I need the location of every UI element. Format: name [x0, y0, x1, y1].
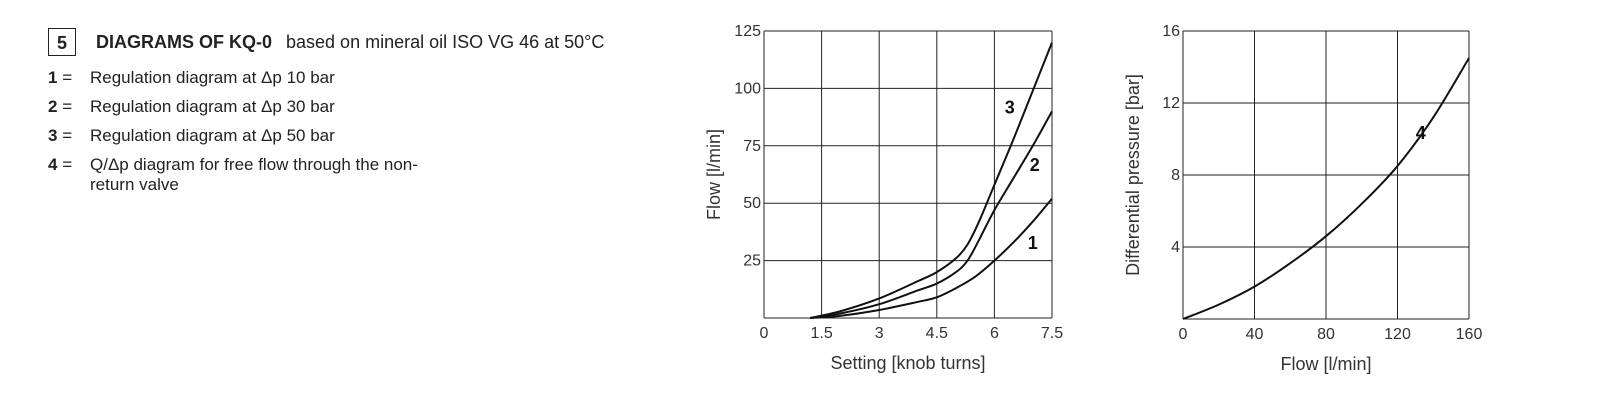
x-tick-label: 40 — [1246, 326, 1264, 343]
legend-key: 3 = — [48, 126, 73, 145]
x-tick-label: 6 — [990, 325, 999, 342]
legend-item: 3 = Regulation diagram at Δp 50 bar — [48, 126, 460, 155]
x-tick-label: 4.5 — [926, 325, 948, 342]
legend-text: Q/Δp diagram for free flow through the n… — [90, 155, 418, 194]
x-tick-label: 80 — [1317, 326, 1335, 343]
legend-text: Regulation diagram at Δp 50 bar — [90, 126, 335, 145]
section-title: DIAGRAMS OF KQ-0 — [96, 31, 273, 52]
chart-2: 0 40 80 120 160 4 8 12 16 Flow [l/min] Differentia… — [1123, 23, 1482, 374]
section-subtitle: based on mineral oil ISO VG 46 at 50°C — [286, 31, 605, 52]
y-axis-title: Flow [l/min] — [704, 129, 724, 220]
chart-1: 0 1.5 3 4.5 6 7.5 25 50 75 100 125 Setting [knob tu… — [704, 23, 1063, 373]
legend-key: 4 = — [48, 155, 73, 174]
x-tick-label: 160 — [1456, 326, 1483, 343]
series-label-2: 2 — [1030, 155, 1040, 175]
legend-text: Regulation diagram at Δp 30 bar — [90, 97, 335, 116]
y-tick-label: 12 — [1162, 95, 1180, 112]
legend-item: 1 = Regulation diagram at Δp 10 bar — [48, 68, 460, 97]
section-heading: 5 DIAGRAMS OF KQ-0 based on mineral oil … — [48, 27, 604, 57]
y-tick-label: 25 — [743, 253, 761, 270]
x-tick-label: 1.5 — [810, 325, 832, 342]
y-tick-label: 8 — [1171, 167, 1180, 184]
y-tick-label: 125 — [734, 23, 761, 40]
y-tick-label: 75 — [743, 138, 761, 155]
series-label-1: 1 — [1028, 233, 1038, 253]
y-tick-label: 100 — [734, 80, 761, 97]
section-number-box: 5 — [48, 28, 76, 56]
x-tick-label: 0 — [1179, 326, 1188, 343]
series-line-4 — [1182, 57, 1470, 320]
series-line-1 — [810, 197, 1053, 319]
legend-text: Regulation diagram at Δp 10 bar — [90, 68, 335, 87]
curve-legend: 1 = Regulation diagram at Δp 10 bar 2 = … — [48, 68, 460, 201]
x-tick-label: 120 — [1384, 326, 1411, 343]
x-axis-title: Setting [knob turns] — [830, 353, 985, 373]
legend-item: 2 = Regulation diagram at Δp 30 bar — [48, 97, 460, 126]
legend-item: 4 = Q/Δp diagram for free flow through t… — [48, 155, 460, 201]
x-tick-label: 7.5 — [1041, 325, 1063, 342]
y-axis-title: Differential pressure [bar] — [1123, 74, 1143, 276]
y-tick-label: 4 — [1171, 239, 1180, 256]
series-line-2 — [809, 110, 1053, 319]
x-tick-label: 3 — [875, 325, 884, 342]
series-line-3 — [809, 42, 1053, 319]
legend-key: 2 = — [48, 97, 73, 116]
series-label-3: 3 — [1005, 98, 1015, 118]
x-tick-label: 0 — [760, 325, 769, 342]
series-label-4: 4 — [1416, 123, 1426, 143]
y-tick-label: 50 — [743, 195, 761, 212]
x-axis-title: Flow [l/min] — [1280, 354, 1371, 374]
legend-key: 1 = — [48, 68, 73, 87]
y-tick-label: 16 — [1162, 23, 1180, 40]
